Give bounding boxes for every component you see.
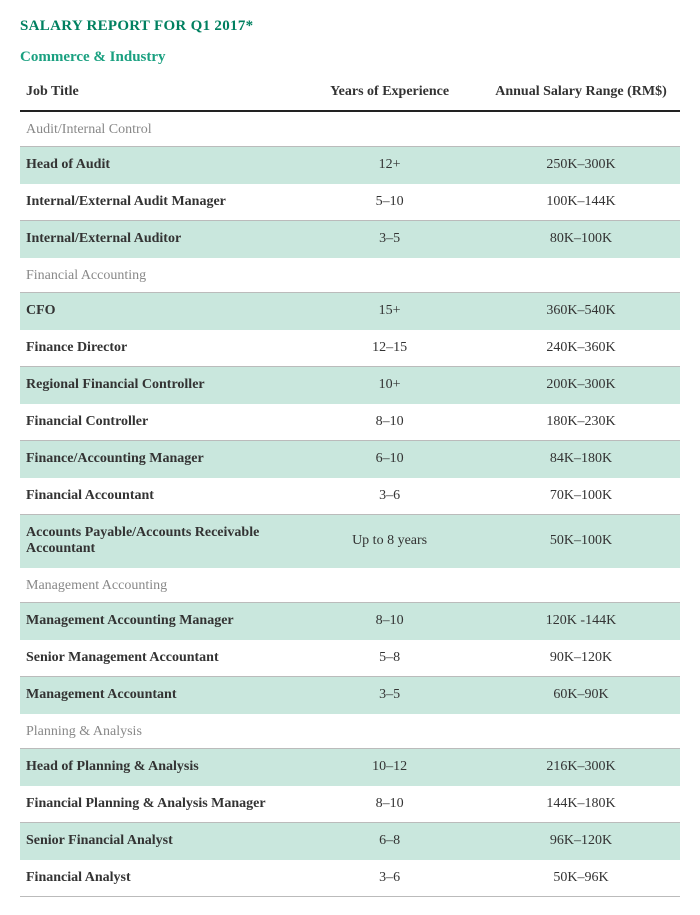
cell-job-title: Finance/Accounting Manager: [20, 441, 297, 478]
table-row: Management Accounting Manager8–10120K -1…: [20, 603, 680, 640]
cell-job-title: Financial Controller: [20, 404, 297, 441]
cell-salary: 70K–100K: [482, 478, 680, 515]
table-row: Accounts Payable/Accounts Receivable Acc…: [20, 515, 680, 568]
cell-job-title: Accounts Payable/Accounts Receivable Acc…: [20, 515, 297, 568]
cell-job-title: Finance Director: [20, 330, 297, 367]
table-row: Internal/External Auditor3–580K–100K: [20, 221, 680, 258]
table-header-row: Job Title Years of Experience Annual Sal…: [20, 76, 680, 111]
cell-job-title: Senior Management Accountant: [20, 640, 297, 677]
col-header-sal: Annual Salary Range (RM$): [482, 76, 680, 111]
cell-salary: 80K–100K: [482, 221, 680, 258]
cell-salary: 90K–120K: [482, 640, 680, 677]
cell-job-title: Management Accountant: [20, 677, 297, 714]
section-header: Financial Accounting: [20, 258, 680, 293]
table-row: Financial Analyst3–650K–96K: [20, 860, 680, 897]
cell-salary: 60K–90K: [482, 677, 680, 714]
col-header-job: Job Title: [20, 76, 297, 111]
section-header-label: Audit/Internal Control: [20, 111, 680, 147]
cell-job-title: Financial Accountant: [20, 478, 297, 515]
cell-job-title: Management Accounting Manager: [20, 603, 297, 640]
cell-salary: 144K–180K: [482, 786, 680, 823]
section-header-label: Planning & Analysis: [20, 714, 680, 749]
cell-job-title: Financial Planning & Analysis Manager: [20, 786, 297, 823]
cell-experience: 3–5: [297, 221, 482, 258]
cell-salary: 240K–360K: [482, 330, 680, 367]
section-header: Audit/Internal Control: [20, 111, 680, 147]
cell-salary: 96K–120K: [482, 823, 680, 860]
cell-salary: 50K–96K: [482, 860, 680, 897]
table-row: Senior Management Accountant5–890K–120K: [20, 640, 680, 677]
cell-experience: 12+: [297, 147, 482, 184]
cell-experience: 3–5: [297, 677, 482, 714]
cell-salary: 216K–300K: [482, 749, 680, 786]
cell-salary: 50K–100K: [482, 515, 680, 568]
cell-job-title: Internal/External Auditor: [20, 221, 297, 258]
cell-experience: 3–6: [297, 478, 482, 515]
cell-job-title: Head of Audit: [20, 147, 297, 184]
cell-experience: 8–10: [297, 404, 482, 441]
cell-job-title: Internal/External Audit Manager: [20, 184, 297, 221]
cell-experience: 3–6: [297, 860, 482, 897]
col-header-exp: Years of Experience: [297, 76, 482, 111]
table-row: Financial Controller8–10180K–230K: [20, 404, 680, 441]
table-row: Financial Planning & Analysis Manager8–1…: [20, 786, 680, 823]
cell-experience: 8–10: [297, 603, 482, 640]
cell-experience: 6–8: [297, 823, 482, 860]
table-row: Head of Audit12+250K–300K: [20, 147, 680, 184]
cell-salary: 180K–230K: [482, 404, 680, 441]
cell-salary: 84K–180K: [482, 441, 680, 478]
table-row: Internal/External Audit Manager5–10100K–…: [20, 184, 680, 221]
cell-salary: 250K–300K: [482, 147, 680, 184]
cell-job-title: CFO: [20, 293, 297, 330]
cell-job-title: Senior Financial Analyst: [20, 823, 297, 860]
cell-experience: 12–15: [297, 330, 482, 367]
table-row: CFO15+360K–540K: [20, 293, 680, 330]
table-row: Management Accountant3–560K–90K: [20, 677, 680, 714]
table-row: Finance Director12–15240K–360K: [20, 330, 680, 367]
cell-experience: 15+: [297, 293, 482, 330]
cell-salary: 100K–144K: [482, 184, 680, 221]
cell-salary: 120K -144K: [482, 603, 680, 640]
section-header: Management Accounting: [20, 568, 680, 603]
cell-salary: 200K–300K: [482, 367, 680, 404]
cell-job-title: Financial Analyst: [20, 860, 297, 897]
salary-table: Job Title Years of Experience Annual Sal…: [20, 76, 680, 897]
cell-job-title: Head of Planning & Analysis: [20, 749, 297, 786]
cell-salary: 360K–540K: [482, 293, 680, 330]
table-row: Regional Financial Controller10+200K–300…: [20, 367, 680, 404]
table-row: Financial Accountant3–670K–100K: [20, 478, 680, 515]
table-row: Head of Planning & Analysis10–12216K–300…: [20, 749, 680, 786]
section-header-label: Financial Accounting: [20, 258, 680, 293]
table-row: Senior Financial Analyst6–896K–120K: [20, 823, 680, 860]
section-header: Planning & Analysis: [20, 714, 680, 749]
report-title: SALARY REPORT FOR Q1 2017*: [20, 18, 680, 35]
cell-experience: 5–10: [297, 184, 482, 221]
cell-experience: 5–8: [297, 640, 482, 677]
cell-experience: 6–10: [297, 441, 482, 478]
table-row: Finance/Accounting Manager6–1084K–180K: [20, 441, 680, 478]
report-subtitle: Commerce & Industry: [20, 49, 680, 66]
cell-experience: Up to 8 years: [297, 515, 482, 568]
cell-experience: 10–12: [297, 749, 482, 786]
cell-job-title: Regional Financial Controller: [20, 367, 297, 404]
cell-experience: 8–10: [297, 786, 482, 823]
cell-experience: 10+: [297, 367, 482, 404]
section-header-label: Management Accounting: [20, 568, 680, 603]
